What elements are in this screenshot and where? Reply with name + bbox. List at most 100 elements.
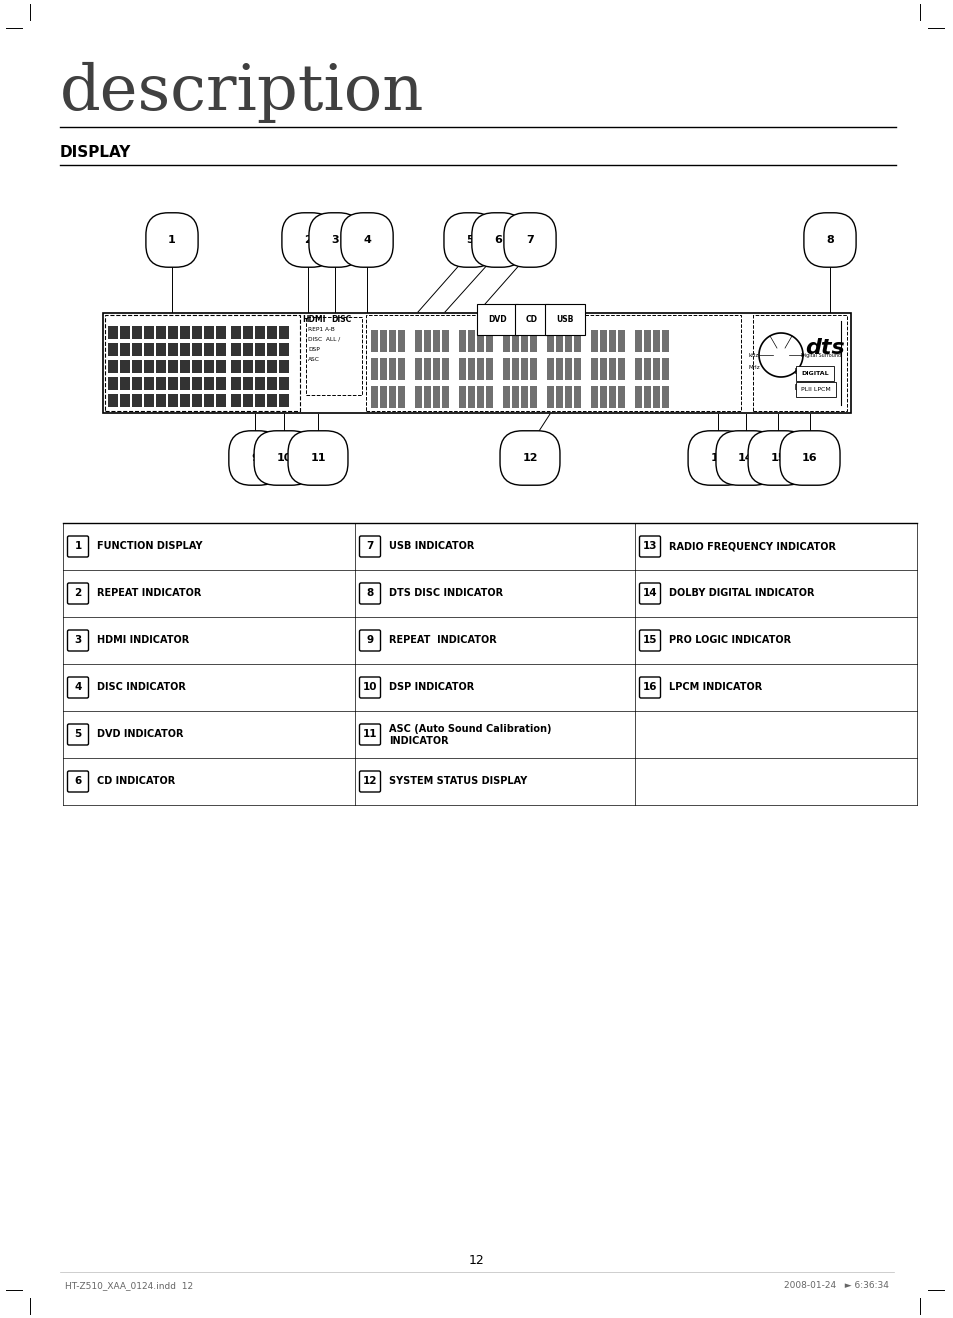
Bar <box>108 377 118 390</box>
Bar <box>215 343 226 356</box>
Text: 3: 3 <box>331 235 338 245</box>
Bar <box>120 326 130 339</box>
Bar <box>485 358 493 380</box>
Bar <box>192 343 202 356</box>
Bar <box>564 358 572 380</box>
FancyBboxPatch shape <box>359 536 380 558</box>
Bar <box>156 343 166 356</box>
Bar <box>618 358 624 380</box>
FancyBboxPatch shape <box>639 630 659 651</box>
Bar <box>590 358 598 380</box>
Text: 1: 1 <box>74 542 82 551</box>
Bar <box>635 330 641 352</box>
Bar <box>168 377 178 390</box>
Text: SYSTEM STATUS DISPLAY: SYSTEM STATUS DISPLAY <box>389 776 527 787</box>
Text: 15: 15 <box>642 635 657 646</box>
Bar <box>458 358 465 380</box>
Bar <box>415 330 421 352</box>
Text: 4: 4 <box>363 235 371 245</box>
Bar <box>215 360 226 373</box>
Text: 9: 9 <box>251 453 258 463</box>
Bar <box>108 343 118 356</box>
Bar <box>215 394 226 407</box>
Bar <box>180 343 190 356</box>
Bar <box>168 360 178 373</box>
Bar <box>485 386 493 409</box>
Bar <box>156 377 166 390</box>
Bar <box>132 343 142 356</box>
Bar <box>267 343 276 356</box>
Bar <box>278 394 289 407</box>
Text: description: description <box>60 62 424 123</box>
Text: 12: 12 <box>362 776 376 787</box>
Bar <box>379 386 387 409</box>
Bar <box>468 330 475 352</box>
Text: 16: 16 <box>642 683 657 692</box>
Text: INDICATOR: INDICATOR <box>389 737 448 746</box>
Text: ASC: ASC <box>308 357 319 362</box>
FancyBboxPatch shape <box>359 724 380 745</box>
Bar <box>794 368 800 373</box>
Text: RADIO FREQUENCY INDICATOR: RADIO FREQUENCY INDICATOR <box>668 542 835 551</box>
Text: 8: 8 <box>825 235 833 245</box>
Bar <box>423 330 431 352</box>
Bar <box>132 394 142 407</box>
Bar <box>441 386 449 409</box>
Bar <box>267 394 276 407</box>
Bar <box>546 358 554 380</box>
Bar <box>661 386 668 409</box>
Bar <box>608 386 616 409</box>
Bar <box>468 386 475 409</box>
Bar <box>458 386 465 409</box>
Text: 10: 10 <box>276 453 292 463</box>
Bar <box>204 360 213 373</box>
Bar <box>379 330 387 352</box>
Text: DISC INDICATOR: DISC INDICATOR <box>97 683 186 692</box>
Bar <box>132 326 142 339</box>
Bar <box>652 386 659 409</box>
Bar <box>231 377 241 390</box>
Bar <box>306 318 361 395</box>
Bar <box>243 360 253 373</box>
Bar <box>180 360 190 373</box>
Bar <box>180 377 190 390</box>
Bar <box>794 384 800 389</box>
Bar <box>231 360 241 373</box>
Bar <box>415 386 421 409</box>
Text: 15: 15 <box>769 453 785 463</box>
FancyBboxPatch shape <box>359 583 380 604</box>
Text: 9: 9 <box>366 635 374 646</box>
Bar <box>502 386 510 409</box>
Bar <box>144 377 153 390</box>
Bar <box>366 315 740 411</box>
Text: 7: 7 <box>366 542 374 551</box>
Text: CD INDICATOR: CD INDICATOR <box>97 776 175 787</box>
Bar <box>267 360 276 373</box>
FancyBboxPatch shape <box>68 583 89 604</box>
Text: 13: 13 <box>642 542 657 551</box>
Bar <box>389 358 395 380</box>
Bar <box>574 358 580 380</box>
Text: PRO LOGIC INDICATOR: PRO LOGIC INDICATOR <box>668 635 790 646</box>
Bar <box>546 330 554 352</box>
Bar <box>120 394 130 407</box>
Bar <box>433 330 439 352</box>
Bar <box>144 360 153 373</box>
Bar <box>180 326 190 339</box>
Bar <box>485 330 493 352</box>
Bar <box>180 394 190 407</box>
Text: 6: 6 <box>74 776 82 787</box>
Bar <box>389 330 395 352</box>
Bar <box>520 330 527 352</box>
Text: DVD INDICATOR: DVD INDICATOR <box>97 729 183 739</box>
FancyBboxPatch shape <box>639 536 659 558</box>
Bar <box>590 386 598 409</box>
Bar <box>502 330 510 352</box>
Bar <box>231 394 241 407</box>
Bar <box>546 386 554 409</box>
Text: 8: 8 <box>366 589 374 598</box>
Text: USB: USB <box>556 315 573 324</box>
Bar <box>231 343 241 356</box>
FancyBboxPatch shape <box>359 630 380 651</box>
Bar <box>254 377 265 390</box>
